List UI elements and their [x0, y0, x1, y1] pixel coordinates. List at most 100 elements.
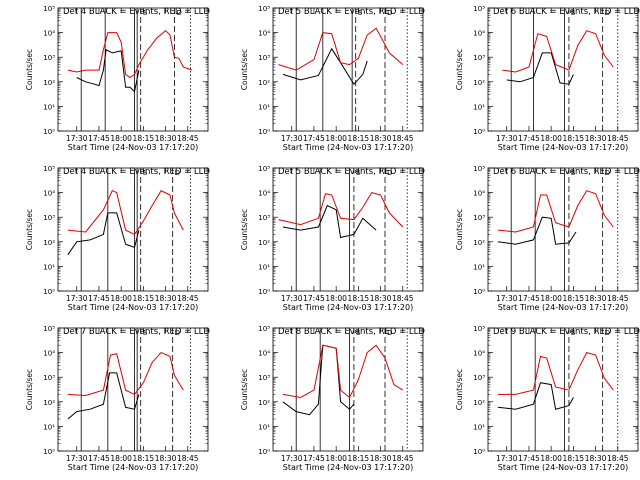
- series-black: [282, 47, 368, 86]
- series-black: [506, 52, 574, 85]
- y-tick-label: 10⁴: [43, 350, 55, 358]
- y-axis-label: Counts/sec: [240, 209, 249, 250]
- y-tick-label: 10¹: [258, 103, 270, 111]
- marker-label-s: S: [571, 329, 576, 337]
- y-tick-label: 10³: [43, 214, 55, 222]
- x-tick-label: 17:30: [496, 294, 518, 303]
- panel-5: Det 5 BLACK = Events, RED = LLD 10⁰ 10¹ 10²…: [240, 165, 425, 312]
- y-tick-label: 10⁴: [43, 30, 55, 38]
- panel-6: Det 6 BLACK = Events, RED = LLD 10⁰ 10¹ 10²…: [455, 165, 640, 312]
- y-axis-label: Counts/sec: [455, 209, 464, 250]
- x-tick-label: 17:30: [496, 454, 518, 463]
- x-tick-label: 18:00: [325, 454, 347, 463]
- series-red: [282, 344, 404, 399]
- x-tick-label: 18:00: [325, 294, 347, 303]
- marker-label-s: S: [143, 329, 148, 337]
- x-tick-label: 18:30: [155, 134, 177, 143]
- series-black: [282, 344, 355, 416]
- y-tick-label: 10²: [43, 239, 55, 247]
- y-tick-label: 10⁰: [258, 128, 270, 136]
- x-tick-label: 18:45: [607, 294, 629, 303]
- y-tick-label: 10⁰: [43, 448, 55, 456]
- x-tick-label: 18:45: [177, 134, 199, 143]
- x-tick-label: 18:45: [177, 454, 199, 463]
- x-axis-label: Start Time (24-Nov-03 17:17:20): [283, 303, 413, 312]
- y-tick-label: 10⁴: [473, 350, 485, 358]
- y-axis-label: Counts/sec: [455, 49, 464, 90]
- marker-label-s: S: [571, 9, 576, 17]
- marker-label-d: D: [176, 9, 181, 17]
- x-tick-label: 18:45: [177, 294, 199, 303]
- panel-title: Det 4 BLACK = Events, RED = LLD: [63, 167, 210, 177]
- y-tick-label: 10²: [43, 79, 55, 87]
- y-tick-label: 10¹: [43, 423, 55, 431]
- x-tick-label: 17:45: [303, 134, 325, 143]
- y-tick-label: 10¹: [43, 103, 55, 111]
- y-axis-label: Counts/sec: [25, 49, 34, 90]
- x-tick-label: 18:00: [110, 294, 132, 303]
- series-red: [67, 30, 193, 79]
- x-tick-label: 18:45: [392, 454, 414, 463]
- marker-label-d: D: [605, 169, 610, 177]
- y-tick-label: 10³: [258, 54, 270, 62]
- x-tick-label: 18:30: [370, 454, 392, 463]
- plot-frame: [272, 167, 424, 292]
- series-black: [67, 372, 140, 420]
- panel-title: Det 5 BLACK = Events, RED = LLD: [278, 7, 425, 17]
- y-tick-label: 10⁵: [43, 165, 55, 173]
- panel-9: Det 9 BLACK = Events, RED = LLD 10⁰ 10¹ 10²…: [455, 325, 640, 472]
- y-tick-label: 10⁵: [473, 325, 485, 333]
- y-tick-label: 10³: [258, 374, 270, 382]
- panel-title: Det 7 BLACK = Events, RED = LLD: [63, 327, 210, 337]
- x-tick-label: 18:00: [540, 134, 562, 143]
- series-red: [278, 27, 404, 71]
- y-tick-label: 10¹: [473, 263, 485, 271]
- x-tick-label: 18:15: [348, 134, 370, 143]
- x-tick-label: 17:45: [518, 294, 540, 303]
- marker-label-d: D: [605, 329, 610, 337]
- marker-label-s: S: [571, 169, 576, 177]
- x-tick-label: 18:30: [155, 294, 177, 303]
- series-red: [497, 352, 614, 395]
- x-tick-label: 18:15: [348, 454, 370, 463]
- x-tick-label: 18:30: [585, 294, 607, 303]
- y-tick-label: 10³: [43, 54, 55, 62]
- panel-title: Det 8 BLACK = Events, RED = LLD: [278, 327, 425, 337]
- x-tick-label: 17:30: [281, 454, 303, 463]
- x-axis-label: Start Time (24-Nov-03 17:17:20): [283, 143, 413, 152]
- y-tick-label: 10⁴: [473, 190, 485, 198]
- x-tick-label: 17:30: [66, 294, 88, 303]
- x-tick-label: 17:45: [518, 134, 540, 143]
- y-tick-label: 10³: [258, 214, 270, 222]
- marker-label-s: S: [143, 9, 148, 17]
- plot-frame: [57, 327, 209, 452]
- y-tick-label: 10⁵: [473, 165, 485, 173]
- y-tick-label: 10⁴: [473, 30, 485, 38]
- y-tick-label: 10²: [473, 79, 485, 87]
- y-tick-label: 10⁰: [258, 448, 270, 456]
- x-tick-label: 17:30: [496, 134, 518, 143]
- marker-label-d: D: [387, 9, 392, 17]
- panel-title: Det 6 BLACK = Events, RED = LLD: [493, 7, 640, 17]
- panel-8: Det 8 BLACK = Events, RED = LLD 10⁰ 10¹ 10²…: [240, 325, 425, 472]
- x-axis-label: Start Time (24-Nov-03 17:17:20): [498, 303, 628, 312]
- marker-label-s: S: [356, 169, 361, 177]
- x-tick-label: 18:00: [540, 294, 562, 303]
- x-tick-label: 18:15: [563, 294, 585, 303]
- panel-title: Det 4 BLACK = Events, RED = LLD: [63, 7, 210, 17]
- y-tick-label: 10⁵: [258, 325, 270, 333]
- panel-title: Det 5 BLACK = Events, RED = LLD: [278, 167, 425, 177]
- y-axis-label: Counts/sec: [240, 49, 249, 90]
- x-tick-label: 18:00: [110, 134, 132, 143]
- x-tick-label: 18:15: [133, 294, 155, 303]
- x-axis-label: Start Time (24-Nov-03 17:17:20): [68, 463, 198, 472]
- x-tick-label: 17:45: [88, 294, 110, 303]
- plot-frame: [487, 167, 639, 292]
- marker-label-d: D: [175, 329, 180, 337]
- x-axis-label: Start Time (24-Nov-03 17:17:20): [68, 143, 198, 152]
- y-tick-label: 10⁴: [258, 190, 270, 198]
- x-tick-label: 18:30: [370, 134, 392, 143]
- x-tick-label: 17:45: [518, 454, 540, 463]
- x-tick-label: 18:00: [540, 454, 562, 463]
- x-tick-label: 18:45: [607, 454, 629, 463]
